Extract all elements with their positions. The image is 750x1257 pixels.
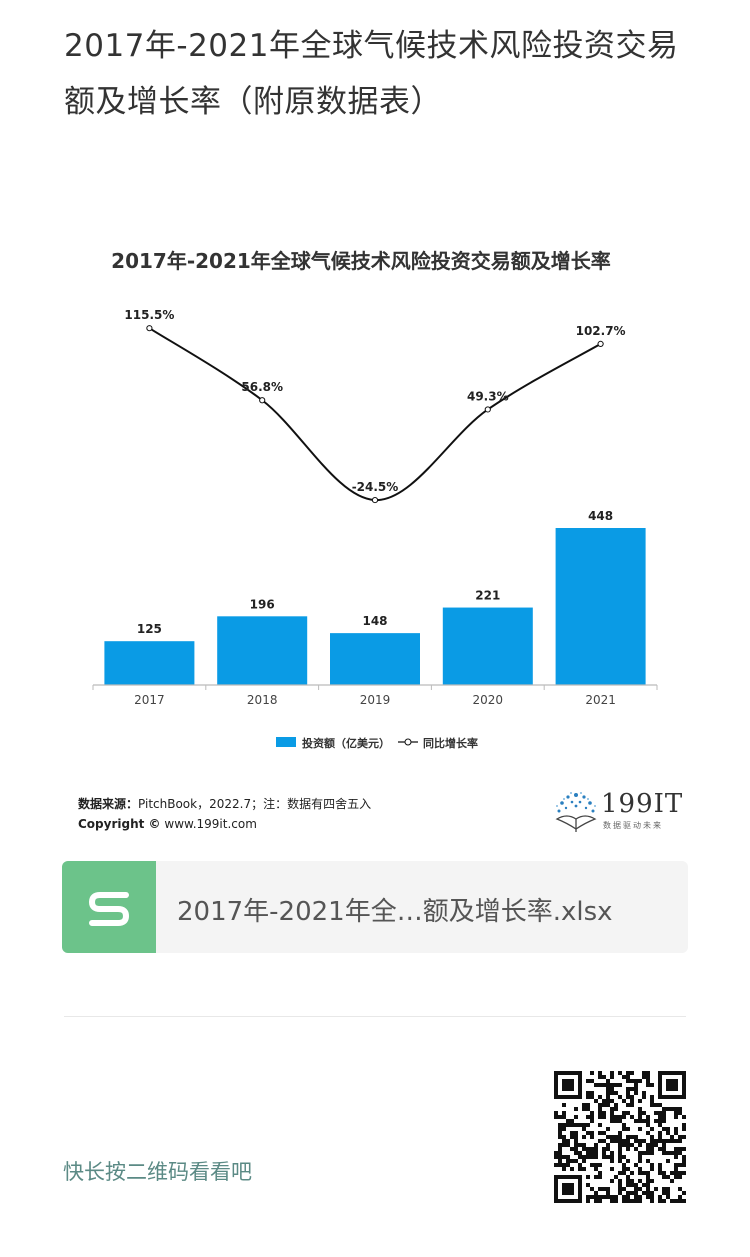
logo-subtitle: 数据驱动未来 xyxy=(603,821,663,830)
bar-value-label: 221 xyxy=(475,589,500,603)
growth-rate-point xyxy=(259,397,266,404)
legend-bar-label: 投资额（亿美元） xyxy=(302,736,390,750)
growth-rate-label: 49.3% xyxy=(467,389,509,403)
source-note: 数据来源：PitchBook，2022.7；注：数据有四舍五入 Copyrigh… xyxy=(78,794,371,834)
bar-value-label: 148 xyxy=(362,614,387,628)
attachment-file-card[interactable]: 2017年-2021年全…额及增长率.xlsx xyxy=(62,861,688,953)
qr-hint-text: 快长按二维码看看吧 xyxy=(63,1160,252,1184)
article-title: 2017年-2021年全球气候技术风险投资交易额及增长率（附原数据表） xyxy=(64,28,679,120)
chart-card: 2017年-2021年全球气候技术风险投资交易额及增长率 125 196 148 22… xyxy=(64,210,686,850)
x-tick-label: 2018 xyxy=(247,693,278,707)
copyright-site: www.199it.com xyxy=(164,817,257,831)
x-tick-label: 2021 xyxy=(585,693,616,707)
chart: 2017年-2021年全球气候技术风险投资交易额及增长率 125 196 148 22… xyxy=(92,249,658,750)
brand-logo: 199IT 数据驱动未来 xyxy=(553,789,683,833)
growth-rate-point xyxy=(371,496,379,504)
legend: 投资额（亿美元） 同比增长率 xyxy=(276,736,478,750)
bar-series: 125 196 148 221 448 xyxy=(104,509,646,685)
growth-rate-label: 115.5% xyxy=(124,308,174,322)
legend-bar-swatch xyxy=(276,737,296,747)
legend-line-label: 同比增长率 xyxy=(423,736,478,750)
x-tick-label: 2019 xyxy=(360,693,391,707)
line-series: 115.5% 56.8% -24.5% 49.3% 102.7% xyxy=(124,308,626,504)
growth-rate-point xyxy=(597,340,604,347)
bar-2017 xyxy=(104,641,195,685)
source-text: PitchBook，2022.7；注：数据有四舍五入 xyxy=(138,797,372,811)
file-name[interactable]: 2017年-2021年全…额及增长率.xlsx xyxy=(177,897,613,927)
bar-value-label: 448 xyxy=(588,509,613,523)
growth-rate-line xyxy=(148,327,602,502)
growth-rate-label: 102.7% xyxy=(576,324,626,338)
growth-rate-label: 56.8% xyxy=(241,380,283,394)
copyright-label: Copyright © xyxy=(78,817,161,831)
bar-2018 xyxy=(217,616,308,685)
divider xyxy=(64,1016,686,1017)
growth-rate-point xyxy=(484,406,491,413)
x-ticks: 2017 2018 2019 2020 2021 xyxy=(92,685,658,707)
growth-rate-point xyxy=(146,325,153,332)
legend-line-marker xyxy=(404,738,412,746)
x-tick-label: 2017 xyxy=(134,693,165,707)
logo-text: 199IT xyxy=(601,789,684,819)
growth-rate-label: -24.5% xyxy=(352,480,399,494)
x-tick-label: 2020 xyxy=(473,693,504,707)
bar-2019 xyxy=(330,633,420,685)
dandelion-logo-icon xyxy=(555,792,597,832)
bar-value-label: 125 xyxy=(137,622,162,636)
bar-2021 xyxy=(555,528,646,685)
bar-value-label: 196 xyxy=(250,597,275,611)
bar-2020 xyxy=(442,607,533,685)
spreadsheet-s-icon xyxy=(62,861,156,953)
qr-code-icon[interactable] xyxy=(554,1071,686,1203)
source-label: 数据来源： xyxy=(78,797,139,811)
chart-title: 2017年-2021年全球气候技术风险投资交易额及增长率 xyxy=(111,249,611,273)
